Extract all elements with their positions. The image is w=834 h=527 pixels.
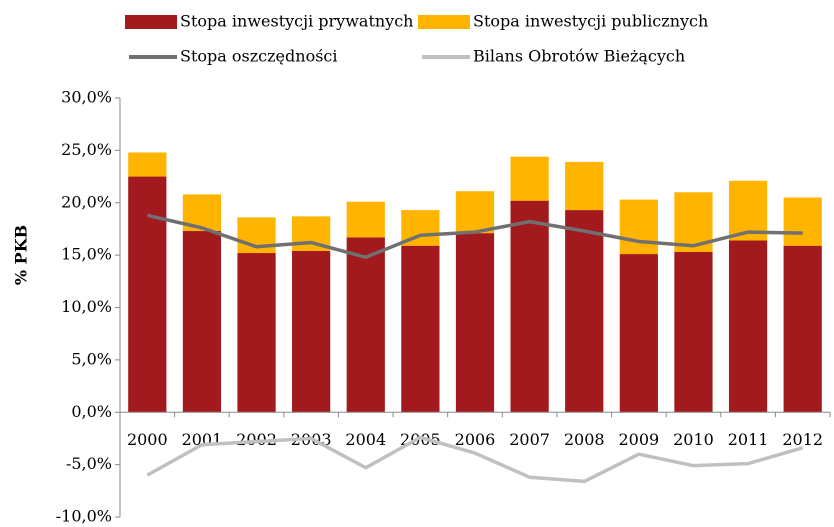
bar [128, 176, 167, 413]
bar [182, 231, 222, 413]
y-tick-label: 10,0% [61, 297, 112, 316]
x-tick-label: 2012 [782, 430, 823, 449]
y-tick-label: 30,0% [61, 88, 112, 107]
bar [346, 201, 385, 238]
y-axis-label: % PKB [12, 225, 31, 285]
bar [510, 200, 549, 413]
legend-label: Bilans Obrotów Bieżących [473, 47, 685, 66]
bar [401, 245, 440, 413]
y-tick-label: -5,0% [66, 454, 112, 473]
legend-label: Stopa oszczędności [180, 47, 338, 66]
bar [674, 251, 713, 413]
legend-swatch [418, 15, 470, 29]
bar [619, 199, 658, 255]
x-tick-label: 2007 [509, 430, 550, 449]
x-tick-label: 2006 [455, 430, 496, 449]
y-tick-label: 5,0% [71, 349, 112, 368]
legend-label: Stopa inwestycji prywatnych [180, 12, 413, 31]
line [146, 435, 804, 484]
y-tick-label: 20,0% [61, 192, 112, 211]
x-tick-label: 2002 [236, 430, 277, 449]
x-tick-label: 2000 [127, 430, 168, 449]
bar [728, 240, 768, 413]
bar [237, 253, 276, 413]
bar [783, 197, 822, 246]
y-tick-label: 25,0% [61, 140, 112, 159]
line [146, 213, 803, 259]
bar [783, 245, 822, 413]
bar [510, 156, 549, 201]
bar [346, 237, 385, 413]
x-tick-label: 2008 [564, 430, 605, 449]
legend-swatch [125, 15, 177, 29]
y-tick-label: -10,0% [56, 507, 112, 526]
bar [565, 210, 604, 413]
bar [455, 191, 495, 234]
x-tick-label: 2004 [345, 430, 386, 449]
bar [292, 250, 331, 413]
x-tick-label: 2009 [618, 430, 659, 449]
y-tick-label: 0,0% [71, 402, 112, 421]
bar [455, 233, 495, 413]
bar [128, 152, 167, 177]
y-tick-label: 15,0% [61, 245, 112, 264]
x-tick-label: 2010 [673, 430, 714, 449]
bar [565, 161, 604, 211]
bar [619, 254, 658, 413]
x-tick-label: 2011 [728, 430, 769, 449]
legend-label: Stopa inwestycji publicznych [473, 12, 708, 31]
